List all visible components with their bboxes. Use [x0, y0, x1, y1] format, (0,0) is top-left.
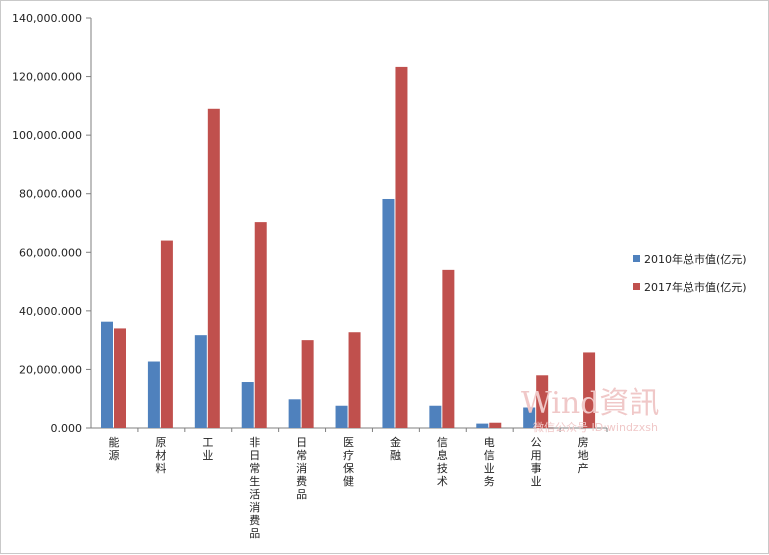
category-label-char: 疗 [343, 448, 354, 462]
y-tick-label: 80,000.000 [19, 188, 82, 201]
category-label: 原材料 [155, 436, 166, 475]
watermark-logo-text: Wind資訊 [521, 386, 659, 421]
category-label-char: 公 [531, 436, 542, 449]
category-label: 电信业务 [484, 436, 495, 488]
bar-2-6 [348, 332, 361, 428]
category-label-char: 金 [390, 435, 401, 449]
axes: 0.000 20,000.000 40,000.000 60,000.000 80,00… [12, 12, 608, 435]
y-tick-label: 20,000.000 [19, 363, 82, 376]
bar-2-4 [254, 222, 267, 428]
category-label-char: 医 [343, 436, 354, 449]
category-label-char: 务 [484, 475, 495, 488]
legend-label: 2017年总市值(亿元) [644, 280, 747, 294]
bar-2-10 [536, 375, 549, 428]
category-label-char: 健 [343, 475, 354, 488]
category-label-char: 业 [202, 449, 213, 462]
category-label-char: 电 [484, 436, 495, 449]
category-label-char: 息 [437, 448, 448, 462]
bar-2-7 [395, 66, 408, 429]
category-label-char: 非 [249, 436, 260, 449]
bar-1-1 [101, 321, 113, 428]
category-label-char: 生 [249, 474, 260, 488]
watermark: Wind資訊 微信公众号 ID:windzxsh [521, 386, 659, 434]
category-label: 能源 [109, 435, 120, 462]
category-label-char: 活 [249, 488, 260, 501]
category-label-char: 保 [343, 461, 354, 475]
category-label: 非日常生活消费品 [249, 436, 260, 540]
category-labels: 能源原材料工业非日常生活消费品日常消费品医疗保健金融信息技术电信业务公用事业房地… [109, 435, 589, 540]
category-label-char: 业 [484, 462, 495, 475]
bar-2-9 [489, 422, 502, 428]
bar-2-8 [442, 269, 455, 428]
category-label-char: 业 [531, 475, 542, 488]
category-label-char: 信 [484, 449, 495, 462]
category-label-char: 事 [531, 462, 542, 475]
category-label: 公用事业 [531, 436, 542, 488]
category-label-char: 材 [155, 448, 166, 462]
category-label-char: 术 [437, 475, 448, 488]
category-label: 医疗保健 [343, 436, 354, 488]
category-label-char: 费 [296, 475, 307, 488]
legend-swatch [633, 283, 640, 290]
category-label-char: 信 [437, 436, 448, 449]
category-label-char: 地 [578, 449, 589, 462]
category-label-char: 能 [109, 435, 120, 449]
bar-1-5 [288, 399, 301, 428]
category-label-char: 品 [249, 527, 260, 540]
category-label-char: 费 [249, 514, 260, 527]
legend: 2010年总市值(亿元) 2017年总市值(亿元) [633, 252, 747, 294]
category-label-char: 料 [155, 461, 166, 475]
bar-2-1 [114, 328, 126, 428]
bar-1-4 [241, 382, 254, 428]
bars [101, 66, 596, 429]
bar-1-10 [523, 407, 536, 428]
category-label-char: 技 [437, 462, 448, 475]
category-label: 房地产 [578, 436, 589, 475]
category-label-char: 原 [155, 436, 166, 449]
y-tick-label: 120,000.000 [12, 71, 82, 84]
legend-swatch [633, 255, 640, 262]
category-label-char: 房 [578, 436, 589, 449]
y-tick-label: 140,000.000 [12, 12, 82, 25]
bar-2-5 [301, 340, 314, 428]
bar-1-2 [147, 361, 160, 428]
bar-1-3 [194, 335, 207, 428]
category-label-char: 融 [390, 449, 401, 462]
y-tick-label: 60,000.000 [19, 246, 82, 259]
legend-label: 2010年总市值(亿元) [644, 252, 747, 266]
bar-1-7 [382, 198, 395, 428]
category-label-char: 产 [578, 461, 589, 475]
y-tick-label: 100,000.000 [12, 129, 82, 142]
category-label: 金融 [390, 435, 401, 462]
category-label: 信息技术 [437, 436, 448, 488]
bar-1-9 [476, 423, 489, 428]
y-tick-label: 0.000 [51, 422, 83, 435]
category-label: 工业 [202, 436, 213, 462]
category-label-char: 工 [202, 436, 213, 449]
category-label-char: 源 [109, 448, 120, 462]
category-label-char: 消 [249, 500, 260, 514]
category-label-char: 日 [249, 449, 260, 462]
category-label: 日常消费品 [296, 436, 307, 501]
bar-2-11 [583, 352, 596, 428]
y-tick-label: 40,000.000 [19, 305, 82, 318]
bar-1-8 [429, 405, 442, 428]
bar-2-3 [207, 108, 220, 429]
category-label-char: 用 [531, 449, 542, 462]
bar-2-2 [160, 240, 173, 428]
watermark-subtext: 微信公众号 ID:windzxsh [533, 420, 658, 434]
bar-1-6 [335, 405, 348, 428]
category-label-char: 品 [296, 488, 307, 501]
category-label-char: 消 [296, 461, 307, 475]
category-label-char: 常 [249, 462, 260, 475]
category-label-char: 常 [296, 449, 307, 462]
category-label-char: 日 [296, 436, 307, 449]
